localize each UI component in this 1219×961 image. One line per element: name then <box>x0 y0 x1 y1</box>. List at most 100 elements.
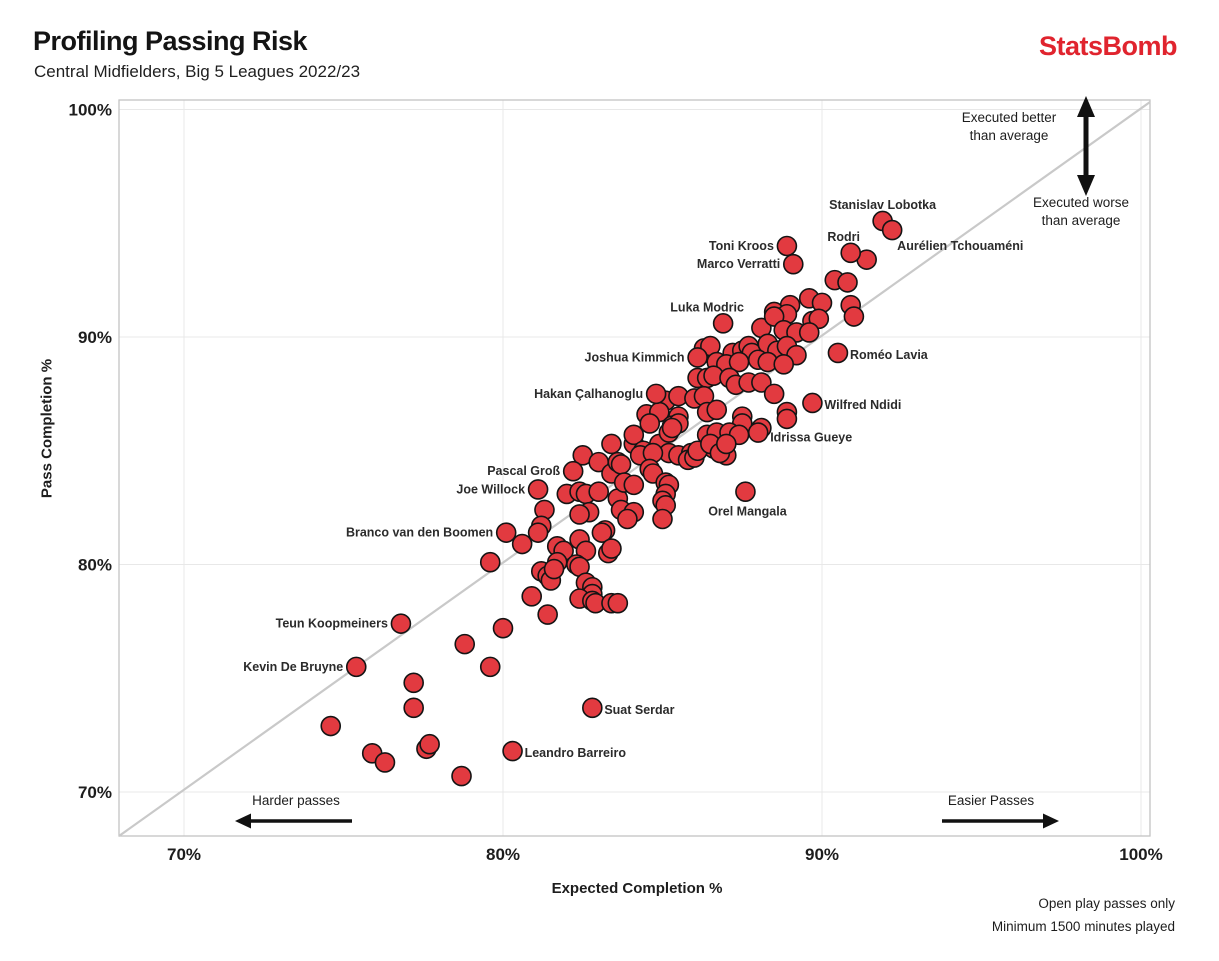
easier-passes-right-arrow-icon <box>942 813 1059 829</box>
point-luka-modric <box>712 313 734 334</box>
footnote: Open play passes only Minimum 1500 minut… <box>992 892 1175 938</box>
player-label-joshua-kimmich: Joshua Kimmich <box>585 350 685 364</box>
data-point <box>479 551 501 573</box>
data-point <box>454 633 476 655</box>
x-tick-label: 70% <box>167 845 201 864</box>
plot-border <box>118 99 1151 837</box>
plot-frame <box>118 99 1151 837</box>
data-point <box>569 504 590 525</box>
annotation-executed-worse: Executed worse than average <box>1016 194 1146 230</box>
data-point <box>617 508 638 530</box>
data-point <box>601 538 622 559</box>
page-subtitle: Central Midfielders, Big 5 Leagues 2022/… <box>34 62 361 81</box>
data-point <box>511 533 533 555</box>
data-point <box>706 399 728 421</box>
data-point <box>763 383 785 405</box>
x-tick-label: 80% <box>486 845 520 864</box>
player-label-wilfred-ndidi: Wilfred Ndidi <box>824 398 901 412</box>
x-axis-title: Expected Completion % <box>551 880 723 897</box>
data-point <box>652 508 673 530</box>
annotation-line: Executed worse <box>1032 195 1130 210</box>
player-label-luka-modric: Luka Modric <box>670 300 744 314</box>
data-point <box>591 522 613 543</box>
vertical-double-arrow-icon <box>1077 96 1095 196</box>
statsbomb-logo: StatsBomb <box>1038 31 1178 61</box>
data-point <box>419 733 440 755</box>
point-wilfred-ndidi <box>802 392 823 414</box>
point-marco-verratti <box>782 253 804 275</box>
player-label-aur-lien-tchouam-ni: Aurélien Tchouaméni <box>897 239 1023 253</box>
data-point <box>639 413 661 434</box>
data-point <box>374 752 396 773</box>
point-hakan-alhanoglu <box>645 383 667 405</box>
y-tick-label: 80% <box>78 556 112 575</box>
player-label-idrissa-gueye: Idrissa Gueye <box>770 431 852 445</box>
player-label-leandro-barreiro: Leandro Barreiro <box>525 746 627 760</box>
point-suat-serdar <box>582 697 603 719</box>
data-point <box>479 656 501 678</box>
average-line <box>118 101 1151 837</box>
data-point <box>610 454 632 475</box>
point-kevin-de-bruyne <box>345 656 367 678</box>
data-point <box>320 715 342 737</box>
data-point <box>798 322 820 343</box>
y-axis-title: Pass Completion % <box>38 358 56 499</box>
data-point <box>543 558 565 580</box>
point-toni-kroos <box>776 235 798 257</box>
data-point <box>751 372 772 393</box>
annotation-line: than average <box>969 128 1049 143</box>
point-aur-lien-tchouam-ni <box>881 219 903 241</box>
point-idrissa-gueye <box>747 422 769 443</box>
data-point <box>623 424 645 446</box>
player-label-suat-serdar: Suat Serdar <box>604 703 674 717</box>
data-point <box>521 586 543 607</box>
player-label-marco-verratti: Marco Verratti <box>697 257 780 271</box>
data-point <box>537 604 558 625</box>
player-label-toni-kroos: Toni Kroos <box>709 239 774 253</box>
data-point <box>607 592 629 614</box>
data-point <box>623 474 645 496</box>
data-point <box>403 672 424 694</box>
player-label-kevin-de-bruyne: Kevin De Bruyne <box>243 660 343 674</box>
data-point <box>601 433 622 455</box>
player-label-pascal-gro-: Pascal Groß <box>487 464 560 478</box>
data-point <box>588 481 610 503</box>
annotation-executed-better: Executed better than average <box>944 109 1074 145</box>
footnote-line-1: Open play passes only <box>1038 896 1175 911</box>
y-tick-label: 90% <box>78 328 112 347</box>
data-points <box>320 210 903 787</box>
data-point <box>661 417 683 439</box>
annotation-easier-passes: Easier Passes <box>947 793 1035 808</box>
gridlines <box>119 100 1150 836</box>
data-point <box>843 306 865 327</box>
point-joe-willock <box>527 479 549 500</box>
player-label-branco-van-den-boomen: Branco van den Boomen <box>346 526 493 540</box>
y-tick-label: 100% <box>69 101 112 120</box>
player-labels: Stanislav Lobotka Aurélien Tchouaméni Toni… <box>243 198 1023 760</box>
data-point <box>776 408 798 430</box>
y-tick-label: 70% <box>78 783 112 802</box>
point-rodri <box>840 242 862 264</box>
data-point <box>773 353 795 375</box>
point-branco-van-den-boomen <box>495 522 517 543</box>
annotation-line: than average <box>1041 213 1121 228</box>
data-point <box>837 272 858 293</box>
player-label-rom-o-lavia: Roméo Lavia <box>850 348 929 362</box>
player-label-rodri: Rodri <box>827 230 860 244</box>
player-label-orel-mangala: Orel Mangala <box>708 505 788 519</box>
x-tick-label: 90% <box>805 845 839 864</box>
harder-passes-left-arrow-icon <box>235 813 352 829</box>
point-orel-mangala <box>735 481 756 503</box>
data-point <box>527 522 549 543</box>
footnote-line-2: Minimum 1500 minutes played <box>991 919 1175 934</box>
point-joshua-kimmich <box>687 347 708 368</box>
data-point <box>451 765 472 787</box>
player-label-teun-koopmeiners: Teun Koopmeiners <box>276 617 388 631</box>
point-leandro-barreiro <box>502 740 523 762</box>
page-title: Profiling Passing Risk <box>33 26 308 56</box>
player-label-joe-willock: Joe Willock <box>456 482 525 496</box>
axis-tick-labels: 70% 80% 90% 100% 70% 80% 90% 100% <box>69 101 1163 865</box>
point-teun-koopmeiners <box>390 613 412 634</box>
